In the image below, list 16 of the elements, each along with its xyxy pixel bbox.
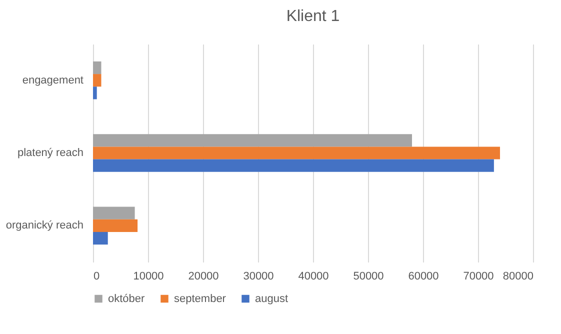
y-tick-label: engagement bbox=[22, 74, 84, 86]
x-tick-label: 50000 bbox=[353, 270, 384, 282]
y-tick-label: platený reach bbox=[17, 147, 84, 159]
legend-label: október bbox=[108, 292, 146, 305]
x-tick-label: 20000 bbox=[188, 270, 219, 282]
x-tick-label: 80000 bbox=[502, 270, 534, 282]
legend-label: september bbox=[174, 292, 226, 305]
x-tick-label: 40000 bbox=[298, 270, 329, 282]
x-tick-label: 70000 bbox=[463, 270, 494, 282]
chart-title: Klient 1 bbox=[286, 8, 340, 25]
x-tick-label: 30000 bbox=[243, 270, 274, 282]
legend-label: august bbox=[255, 292, 288, 305]
x-tick-label: 0 bbox=[94, 270, 100, 282]
x-tick-label: 60000 bbox=[408, 270, 439, 282]
x-tick-label: 10000 bbox=[133, 270, 164, 282]
y-tick-label: organický reach bbox=[6, 220, 84, 232]
